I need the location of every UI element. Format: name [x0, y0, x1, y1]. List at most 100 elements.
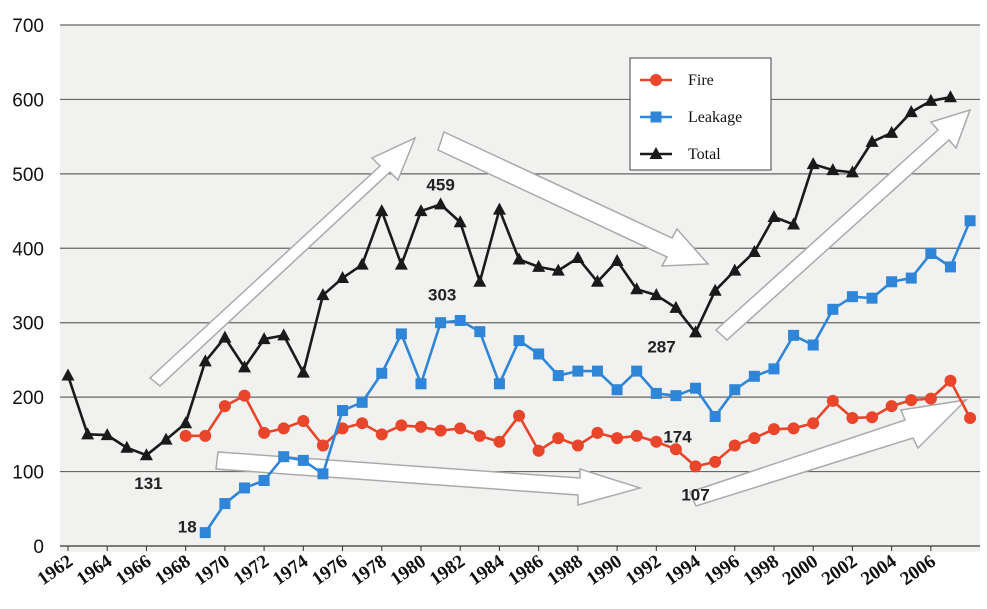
leakage-data-point	[650, 111, 662, 123]
leakage-data-point	[944, 261, 956, 273]
leakage-data-point	[219, 498, 231, 510]
x-tick-label: 1998	[740, 551, 783, 590]
leakage-data-point	[866, 292, 878, 304]
annotation-label: 107	[681, 485, 709, 504]
annotation-label: 131	[134, 474, 162, 493]
total-data-point	[747, 245, 761, 258]
total-data-point	[649, 288, 663, 301]
fire-data-point	[944, 374, 957, 387]
legend-label-leakage: Leakage	[688, 109, 742, 126]
total-data-point	[473, 274, 487, 287]
fire-data-point	[454, 422, 467, 435]
x-tick-label: 1968	[151, 551, 194, 590]
total-data-point	[179, 416, 193, 429]
annotation-label: 174	[663, 427, 692, 446]
fire-data-point	[434, 424, 447, 437]
total-data-point	[924, 93, 938, 106]
x-tick-label: 1986	[504, 551, 547, 590]
leakage-data-point	[631, 365, 643, 377]
rising-arrow-left-icon	[148, 136, 417, 387]
x-tick-label: 1982	[426, 551, 469, 590]
fire-data-point	[414, 420, 427, 433]
total-data-point	[336, 271, 350, 284]
legend-label-fire: Fire	[688, 72, 714, 89]
lower-arrow-left-icon	[215, 451, 643, 506]
total-data-point	[943, 90, 957, 103]
total-data-point	[630, 282, 644, 295]
y-tick-label: 500	[12, 165, 44, 186]
leakage-data-point	[454, 314, 466, 326]
y-tick-label: 400	[12, 239, 44, 260]
total-data-point	[237, 360, 251, 373]
leakage-data-point	[650, 387, 662, 399]
legend-item-leakage: Leakage	[640, 109, 742, 126]
leakage-data-point	[356, 396, 368, 408]
fire-data-point	[552, 432, 565, 445]
total-data-point	[532, 259, 546, 272]
leakage-data-point	[846, 291, 858, 303]
total-data-point	[139, 448, 153, 461]
x-tick-label: 1978	[347, 551, 390, 590]
fire-data-point	[630, 429, 643, 442]
total-data-point	[159, 432, 173, 445]
fire-data-point	[591, 426, 604, 439]
y-tick-label: 0	[33, 537, 44, 558]
series-total	[61, 90, 957, 461]
lower-arrow-right-icon	[688, 398, 969, 507]
series-line-total	[66, 95, 951, 457]
series-leakage	[199, 215, 976, 539]
total-data-point	[257, 332, 271, 345]
total-data-point	[845, 165, 859, 178]
fire-data-point	[669, 443, 682, 456]
total-data-point	[355, 257, 369, 270]
fire-data-point	[826, 394, 839, 407]
fire-data-point	[473, 429, 486, 442]
total-data-point	[885, 125, 899, 138]
total-data-point	[708, 283, 722, 296]
leakage-data-point	[395, 328, 407, 340]
fire-data-point	[748, 432, 761, 445]
fire-data-point	[375, 428, 388, 441]
total-data-point	[316, 288, 330, 301]
legend-item-total: Total	[640, 146, 721, 163]
fire-data-point	[395, 419, 408, 432]
x-tick-label: 1994	[661, 551, 705, 590]
leakage-data-point	[474, 326, 486, 338]
fire-data-point	[846, 411, 859, 424]
fire-data-point	[238, 389, 251, 402]
total-data-point	[787, 217, 801, 230]
total-data-point	[512, 252, 526, 265]
leakage-data-point	[729, 384, 741, 396]
total-data-point	[551, 263, 565, 276]
x-tick-label: 1974	[269, 551, 313, 590]
series-fire	[179, 374, 977, 473]
y-axis-ticks: 0 100 200 300 400 500 600 700	[12, 16, 44, 558]
total-data-point	[571, 250, 585, 263]
x-tick-label: 1972	[230, 551, 273, 590]
fire-data-point	[532, 444, 545, 457]
leakage-data-point	[415, 378, 427, 390]
leakage-data-point	[513, 335, 525, 347]
series-line-leakage	[204, 220, 972, 534]
total-data-point	[81, 427, 95, 440]
x-tick-label: 1988	[544, 551, 587, 590]
x-tick-label: 1980	[387, 551, 430, 590]
leakage-data-point	[964, 215, 976, 227]
total-data-point	[767, 210, 781, 223]
fire-data-point	[316, 439, 329, 452]
rising-arrow-right-icon	[714, 108, 972, 342]
fire-data-point	[297, 414, 310, 427]
total-data-point	[806, 157, 820, 170]
fire-data-point	[218, 400, 231, 413]
leakage-data-point	[591, 365, 603, 377]
total-data-point	[904, 105, 918, 118]
fire-data-point	[964, 411, 977, 424]
total-data-point	[728, 263, 742, 276]
fire-data-point	[513, 409, 526, 422]
annotation-label: 18	[178, 518, 197, 537]
x-tick-label: 2006	[897, 551, 940, 590]
x-axis-ticks: 1962196419661968197019721974197619781980…	[34, 546, 940, 590]
total-data-point	[434, 197, 448, 210]
leakage-data-point	[238, 482, 250, 494]
